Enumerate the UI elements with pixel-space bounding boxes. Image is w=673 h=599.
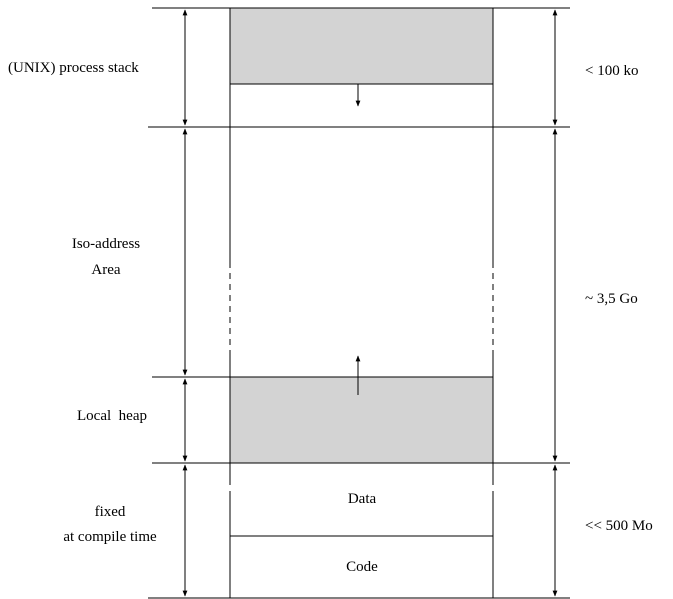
fixed-size-label: << 500 Mo xyxy=(585,518,653,534)
process-stack-label: (UNIX) process stack xyxy=(8,60,139,76)
fixed-label-line1: fixed xyxy=(95,504,126,520)
iso-address-label-line2: Area xyxy=(91,262,120,278)
fixed-label-line2: at compile time xyxy=(63,529,157,545)
stack-size-label: < 100 ko xyxy=(585,63,638,79)
iso-size-label: ~ 3,5 Go xyxy=(585,291,638,307)
iso-address-label-line1: Iso-address xyxy=(72,236,140,252)
local-heap-label: Local heap xyxy=(77,408,147,424)
process-stack-region xyxy=(230,8,493,84)
code-segment-label: Code xyxy=(346,559,378,575)
data-segment-label: Data xyxy=(348,491,377,507)
local-heap-region xyxy=(230,377,493,463)
